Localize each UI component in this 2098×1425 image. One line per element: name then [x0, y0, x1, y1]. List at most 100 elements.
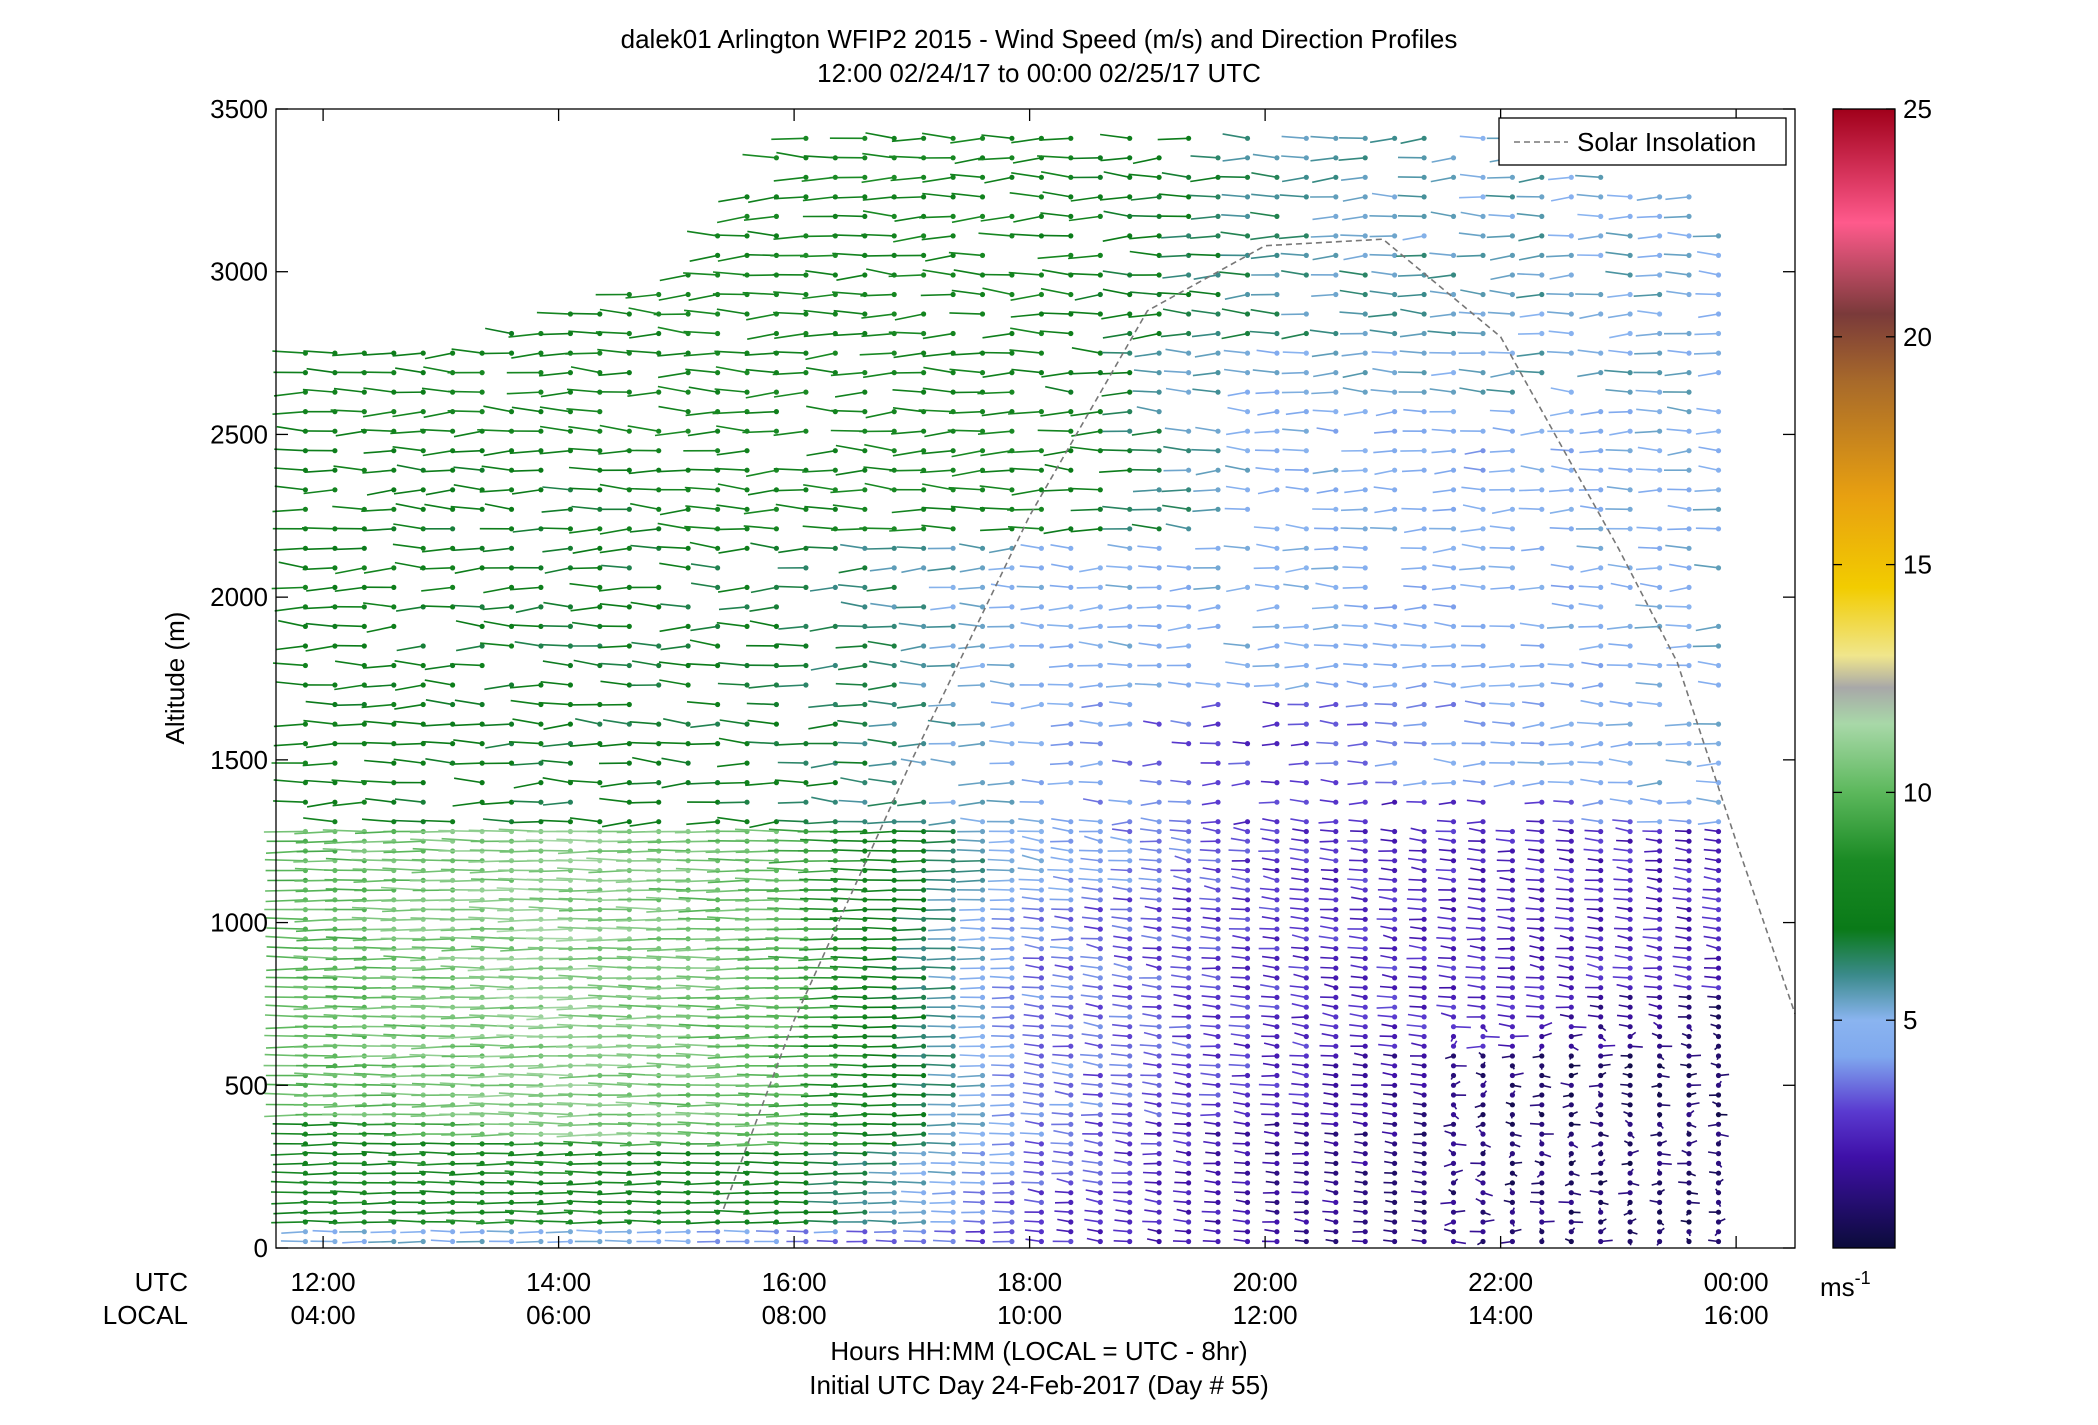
- wind-barb: [773, 235, 806, 240]
- wind-barb: [1287, 723, 1307, 726]
- wind-barb-dot: [1068, 994, 1074, 1001]
- wind-barb-dot: [508, 721, 515, 727]
- wind-barb: [861, 938, 895, 941]
- wind-barb: [455, 620, 483, 628]
- wind-barb-dot: [832, 819, 838, 825]
- wind-barb: [771, 137, 806, 141]
- wind-barb-dot: [626, 545, 632, 551]
- wind-barb-dot: [950, 291, 956, 298]
- wind-barb-dot: [1009, 1024, 1015, 1030]
- wind-barb: [767, 907, 806, 911]
- wind-barb: [568, 567, 600, 570]
- wind-barb: [645, 977, 689, 980]
- wind-barb-dot: [1009, 1092, 1015, 1098]
- wind-barb: [557, 917, 600, 921]
- wind-barb: [736, 1015, 777, 1018]
- wind-barb: [293, 859, 335, 863]
- wind-barb: [899, 1162, 924, 1165]
- wind-barb: [646, 1015, 689, 1018]
- wind-barb: [301, 1143, 335, 1147]
- wind-barb: [485, 327, 512, 335]
- wind-barb: [1050, 1024, 1071, 1028]
- wind-barb-dot: [891, 682, 897, 688]
- wind-barb: [624, 1219, 659, 1223]
- wind-barb-dot: [832, 1190, 838, 1196]
- wind-barb-dot: [1068, 975, 1074, 981]
- wind-barb-dot: [1274, 955, 1280, 962]
- wind-barb-dot: [1215, 682, 1221, 688]
- wind-barb: [535, 1191, 571, 1195]
- wind-barb-dot: [862, 1199, 868, 1205]
- wind-barb-dot: [1038, 643, 1044, 649]
- wind-barb-dot: [1215, 350, 1221, 356]
- wind-barb: [717, 801, 748, 804]
- wind-barb: [597, 1191, 630, 1196]
- wind-barb-dot: [1009, 926, 1015, 932]
- wind-barb-dot: [538, 1238, 544, 1245]
- wind-barb-dot: [803, 194, 809, 200]
- wind-barb: [538, 332, 571, 336]
- wind-barb: [895, 1143, 924, 1147]
- wind-barb-dot: [508, 1238, 515, 1245]
- wind-barb-dot: [715, 448, 721, 454]
- wind-barb: [470, 878, 512, 882]
- wind-barb: [627, 391, 659, 397]
- wind-barb-dot: [979, 907, 986, 913]
- wind-barb-dot: [1068, 545, 1074, 551]
- wind-barb: [861, 332, 895, 338]
- wind-barb: [325, 1064, 365, 1069]
- wind-barb-dot: [479, 1229, 485, 1235]
- wind-barb-dot: [626, 428, 632, 434]
- wind-barb: [544, 567, 571, 574]
- wind-barb-dot: [891, 604, 897, 610]
- wind-barb: [276, 425, 306, 432]
- wind-barb-dot: [891, 721, 897, 727]
- wind-barb-dot: [1186, 1229, 1192, 1235]
- wind-barb-dot: [1244, 907, 1251, 913]
- wind-barb: [588, 1082, 630, 1087]
- wind-barb-dot: [1156, 1043, 1162, 1049]
- wind-barb-dot: [1068, 135, 1074, 141]
- wind-barb: [558, 1014, 600, 1018]
- wind-barb: [484, 503, 512, 511]
- wind-barb: [861, 1073, 895, 1077]
- wind-barb-dot: [1097, 848, 1103, 854]
- wind-barb-dot: [1009, 1170, 1015, 1176]
- wind-barb: [648, 887, 689, 891]
- wind-barb-dot: [1186, 1209, 1192, 1215]
- wind-barb-dot: [1127, 877, 1133, 883]
- wind-barb-dot: [979, 1112, 986, 1118]
- wind-barb: [430, 1239, 453, 1243]
- wind-barb: [555, 1045, 600, 1048]
- wind-barb-dot: [950, 1219, 956, 1225]
- wind-barb: [569, 817, 600, 823]
- wind-barb: [708, 1035, 748, 1040]
- wind-barb-dot: [862, 389, 868, 395]
- wind-barb: [505, 1219, 541, 1223]
- wind-barb-dot: [921, 1141, 927, 1147]
- wind-barb-dot: [979, 662, 986, 669]
- wind-barb: [626, 487, 659, 491]
- wind-barb-dot: [1303, 867, 1309, 874]
- wind-barb: [330, 409, 365, 413]
- wind-barb: [649, 1101, 689, 1106]
- wind-barb-dot: [538, 1092, 544, 1098]
- wind-barb: [990, 1104, 1012, 1107]
- wind-barb-dot: [391, 1072, 397, 1079]
- wind-barb: [1136, 606, 1160, 609]
- wind-barb-dot: [1274, 819, 1280, 825]
- wind-barb-dot: [1244, 584, 1251, 591]
- wind-barb-dot: [862, 155, 868, 161]
- wind-barb-dot: [832, 1199, 838, 1205]
- wind-barb: [273, 547, 306, 551]
- wind-barb: [616, 1132, 659, 1135]
- wind-barb-dot: [950, 848, 956, 854]
- wind-barb-dot: [862, 545, 868, 551]
- wind-barb: [800, 1094, 836, 1098]
- wind-barb-dot: [1097, 965, 1103, 971]
- wind-barb-dot: [1038, 623, 1044, 630]
- wind-barb-dot: [1215, 330, 1221, 337]
- wind-barb-dot: [950, 643, 956, 649]
- wind-barb: [440, 1024, 483, 1028]
- wind-barb-dot: [1156, 897, 1162, 903]
